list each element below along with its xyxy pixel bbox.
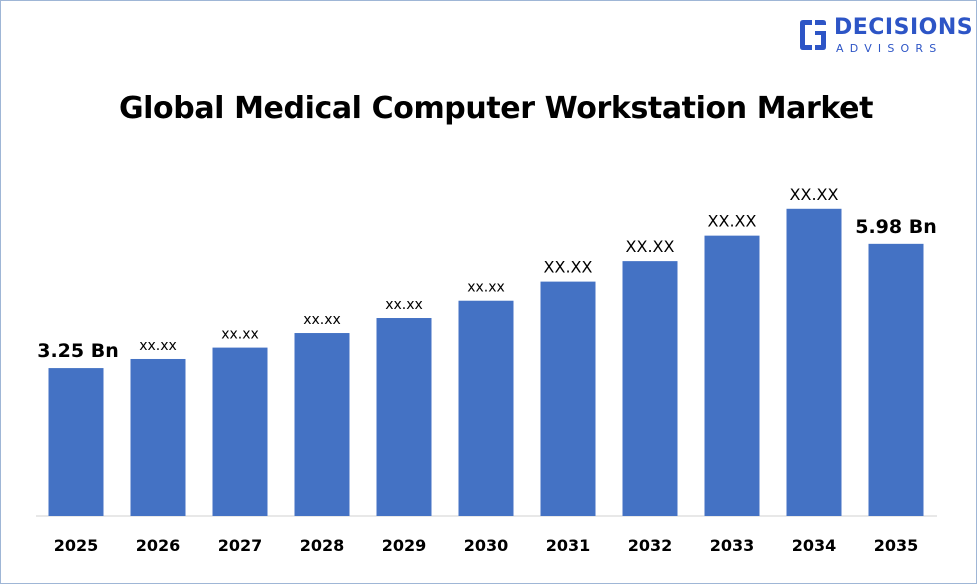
decisions-advisors-logo-icon [800,20,826,50]
data-label-2027: xx.xx [221,327,259,343]
data-label-2030: xx.xx [467,280,505,296]
data-label-2029: xx.xx [385,297,423,313]
bar-2031 [540,281,596,516]
x-tick-label-2033: 2033 [710,536,755,555]
data-label-2031: XX.XX [544,258,593,277]
x-tick-label-2025: 2025 [54,536,99,555]
bar-2035 [868,243,924,517]
bar-2032 [622,261,678,516]
x-tick-label-2034: 2034 [792,536,837,555]
x-tick-label-2035: 2035 [874,536,919,555]
data-label-2034: XX.XX [790,185,839,204]
logo-subtitle: ADVISORS [836,42,943,55]
bar-2025 [48,368,104,516]
x-tick-label-2031: 2031 [546,536,591,555]
bar-2028 [294,333,350,516]
x-tick-label-2032: 2032 [628,536,673,555]
bar-2026 [130,358,186,516]
data-label-2032: XX.XX [626,237,675,256]
x-tick-label-2028: 2028 [300,536,345,555]
x-tick-label-2027: 2027 [218,536,263,555]
data-label-2025: 3.25 Bn [37,340,119,362]
logo-wordmark: DECISIONS [834,15,974,40]
x-tick-label-2030: 2030 [464,536,509,555]
bar-2034 [786,208,842,517]
data-label-2035: 5.98 Bn [855,216,937,238]
bar-2033 [704,235,760,516]
bar-2029 [376,318,432,516]
x-tick-label-2029: 2029 [382,536,427,555]
data-label-2026: xx.xx [139,338,177,354]
x-tick-label-2026: 2026 [136,536,181,555]
data-label-2028: xx.xx [303,312,341,328]
data-label-2033: XX.XX [708,212,757,231]
bar-2027 [212,347,268,516]
chart-title: Global Medical Computer Workstation Mark… [118,91,874,126]
bar-2030 [458,300,514,516]
brand-logo: DECISIONS ADVISORS [796,15,973,59]
